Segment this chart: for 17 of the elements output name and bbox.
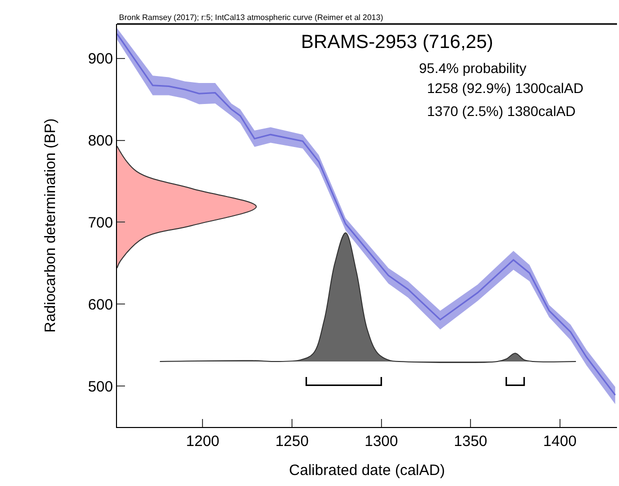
x-axis-title: Calibrated date (calAD) — [289, 462, 445, 479]
y-tick-label: 800 — [88, 132, 113, 150]
annotation: 1258 (92.9%) 1300calAD — [427, 80, 584, 96]
x-tick-label: 1200 — [186, 433, 220, 450]
annotation: 1370 (2.5%) 1380calAD — [427, 103, 576, 119]
x-tick-label: 1350 — [454, 433, 488, 450]
text: Bronk Ramsey (2017); r:5; IntCal13 atmospheric curve (Reimer et al 2013) — [119, 13, 384, 22]
x-tick-label: 1250 — [275, 433, 309, 450]
y-tick-label: 900 — [88, 50, 113, 68]
y-tick-label: 500 — [88, 378, 113, 396]
x-tick-label: 1300 — [364, 433, 398, 450]
y-axis-title: Radiocarbon determination (BP) — [42, 118, 60, 333]
text: 95.4% probability — [419, 60, 526, 76]
x-tick-label: 1400 — [543, 433, 577, 450]
y-tick-label: 600 — [88, 296, 113, 314]
y-tick-label: 700 — [88, 214, 113, 232]
chart-title: BRAMS-2953 (716,25) — [301, 32, 494, 53]
